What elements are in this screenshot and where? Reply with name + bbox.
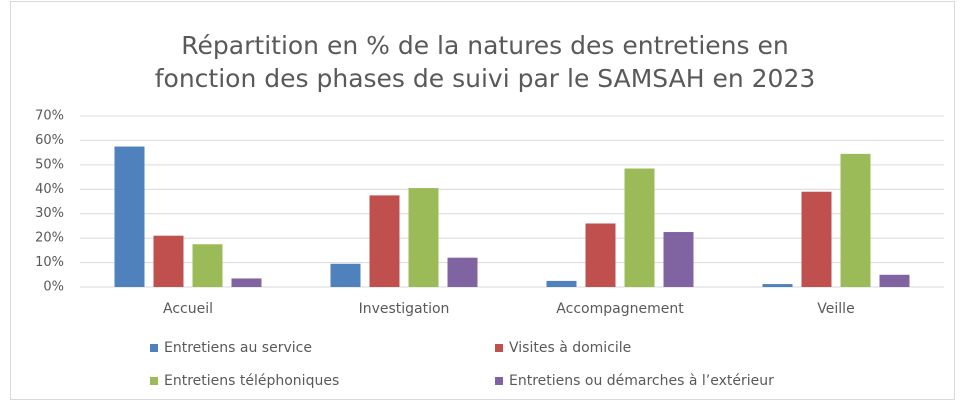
bar <box>114 146 145 287</box>
y-tick-label: 60% <box>35 133 64 148</box>
bar <box>408 188 439 287</box>
bar <box>546 280 577 287</box>
bar <box>192 244 223 287</box>
chart-title: Répartition en % de la natures des entre… <box>181 31 788 60</box>
y-tick-label: 40% <box>35 182 64 197</box>
legend-swatch <box>495 377 503 385</box>
bar <box>447 257 478 287</box>
x-tick-label: Accompagnement <box>556 301 684 317</box>
legend-label: Entretiens au service <box>164 340 312 356</box>
bar <box>762 284 793 287</box>
x-tick-label: Accueil <box>163 301 213 317</box>
x-tick-label: Investigation <box>359 301 450 317</box>
y-tick-label: 30% <box>35 206 64 221</box>
legend-swatch <box>150 377 158 385</box>
bar <box>585 223 616 287</box>
chart-title: fonction des phases de suivi par le SAMS… <box>155 64 816 93</box>
bar <box>330 263 361 287</box>
y-tick-label: 0% <box>43 280 64 295</box>
y-tick-label: 20% <box>35 231 64 246</box>
legend-label: Entretiens téléphoniques <box>164 373 339 389</box>
x-tick-label: Veille <box>817 301 854 317</box>
legend-label: Visites à domicile <box>509 340 631 356</box>
legend-swatch <box>495 344 503 352</box>
legend-label: Entretiens ou démarches à l’extérieur <box>509 373 774 389</box>
bar <box>663 232 694 287</box>
bar <box>624 168 655 287</box>
bar <box>369 195 400 287</box>
y-tick-label: 70% <box>35 109 64 124</box>
bar <box>801 191 832 287</box>
legend-swatch <box>150 344 158 352</box>
chart-frame <box>10 1 955 400</box>
y-tick-label: 10% <box>35 255 64 270</box>
bar <box>153 235 184 287</box>
y-tick-label: 50% <box>35 157 64 172</box>
bar <box>879 274 910 287</box>
bar <box>231 278 262 287</box>
bar <box>840 153 871 287</box>
